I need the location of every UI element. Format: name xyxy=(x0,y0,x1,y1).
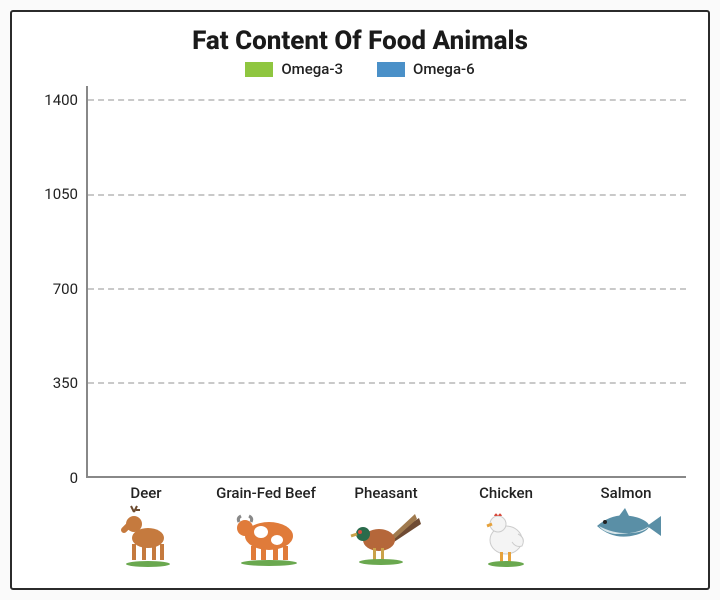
y-axis: 035070010501400 xyxy=(34,86,86,478)
bars-layer xyxy=(88,86,686,476)
legend-swatch-omega3 xyxy=(245,62,273,77)
x-label: Pheasant xyxy=(326,484,446,502)
chart-frame: Fat Content Of Food Animals Omega-3 Omeg… xyxy=(10,10,710,590)
x-axis: DeerGrain-Fed BeefPheasantChickenSalmon xyxy=(86,484,686,502)
y-tick-label: 700 xyxy=(53,280,78,298)
legend-item-omega3: Omega-3 xyxy=(245,60,343,78)
y-tick-label: 350 xyxy=(53,374,78,392)
legend: Omega-3 Omega-6 xyxy=(34,60,686,78)
x-label: Chicken xyxy=(446,484,566,502)
chart-title: Fat Content Of Food Animals xyxy=(34,26,686,56)
y-tick-label: 0 xyxy=(70,469,78,487)
gridline xyxy=(88,288,686,290)
y-tick-label: 1050 xyxy=(44,185,78,203)
deer-icon xyxy=(114,504,178,568)
legend-label-omega6: Omega-6 xyxy=(413,60,475,78)
cow-icon xyxy=(227,504,305,568)
salmon-icon xyxy=(589,504,663,548)
x-label: Salmon xyxy=(566,484,686,502)
x-label: Grain-Fed Beef xyxy=(206,484,326,502)
legend-swatch-omega6 xyxy=(377,62,405,77)
legend-item-omega6: Omega-6 xyxy=(377,60,475,78)
plot-wrap: 035070010501400 xyxy=(34,86,686,478)
plot-area xyxy=(86,86,686,478)
pheasant-icon xyxy=(349,504,423,568)
chicken-icon xyxy=(478,504,534,568)
category-icon xyxy=(206,504,326,578)
legend-label-omega3: Omega-3 xyxy=(281,60,343,78)
gridline xyxy=(88,99,686,101)
gridline xyxy=(88,382,686,384)
x-label: Deer xyxy=(86,484,206,502)
y-tick-label: 1400 xyxy=(44,91,78,109)
icon-row xyxy=(86,504,686,578)
gridline xyxy=(88,194,686,196)
category-icon xyxy=(446,504,566,578)
category-icon xyxy=(86,504,206,578)
category-icon xyxy=(326,504,446,578)
category-icon xyxy=(566,504,686,578)
